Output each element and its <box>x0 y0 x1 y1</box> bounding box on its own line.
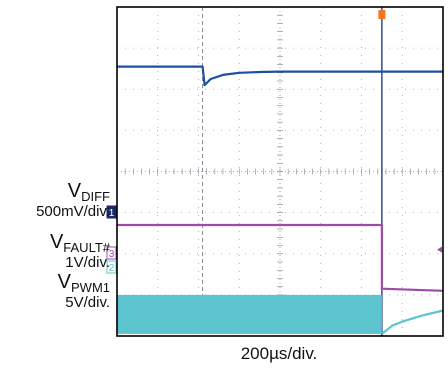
label-vfault-sub: FAULT# <box>63 240 110 255</box>
trigger-level-arrow <box>437 246 442 253</box>
label-vfault-scale: 1V/div. <box>65 254 110 271</box>
grid <box>117 7 443 336</box>
label-vfault-name: V <box>49 231 64 253</box>
channel-marker-box-1 <box>106 205 117 219</box>
traces <box>117 7 444 336</box>
markers: 1 3 2 <box>106 10 442 274</box>
channel-marker-3: 3 <box>106 246 117 260</box>
label-vdiff-sub: DIFF <box>81 189 110 204</box>
channel-marker-number-2: 2 <box>109 263 115 274</box>
channel-marker-2: 2 <box>106 260 117 274</box>
label-vdiff: VDIFF 500mV/div. <box>36 181 110 219</box>
x-axis-label: 200µs/div. <box>240 344 318 363</box>
label-vfault: VFAULT# 1V/div. <box>50 232 110 270</box>
label-vpwm-name: V <box>57 271 71 293</box>
plot-frame <box>116 6 444 337</box>
label-vpwm: VPWM1 5V/div. <box>58 272 110 310</box>
trace-vpwm1-line <box>381 309 444 335</box>
label-vpwm-sub: PWM1 <box>71 280 110 295</box>
channel-marker-1: 1 <box>106 205 117 219</box>
channel-marker-box-3 <box>106 246 117 260</box>
trigger-position-marker <box>378 10 386 19</box>
trace-vpwm1-band <box>117 294 382 334</box>
label-vdiff-name: V <box>67 180 82 202</box>
channel-marker-number-1: 1 <box>109 208 115 219</box>
label-vpwm-scale: 5V/div. <box>65 294 110 311</box>
label-vdiff-scale: 500mV/div. <box>36 203 110 220</box>
trace-vdiff-line <box>117 65 443 87</box>
trace-vfault--line <box>117 223 444 292</box>
channel-marker-number-3: 3 <box>109 249 115 260</box>
channel-marker-box-2 <box>106 260 117 274</box>
